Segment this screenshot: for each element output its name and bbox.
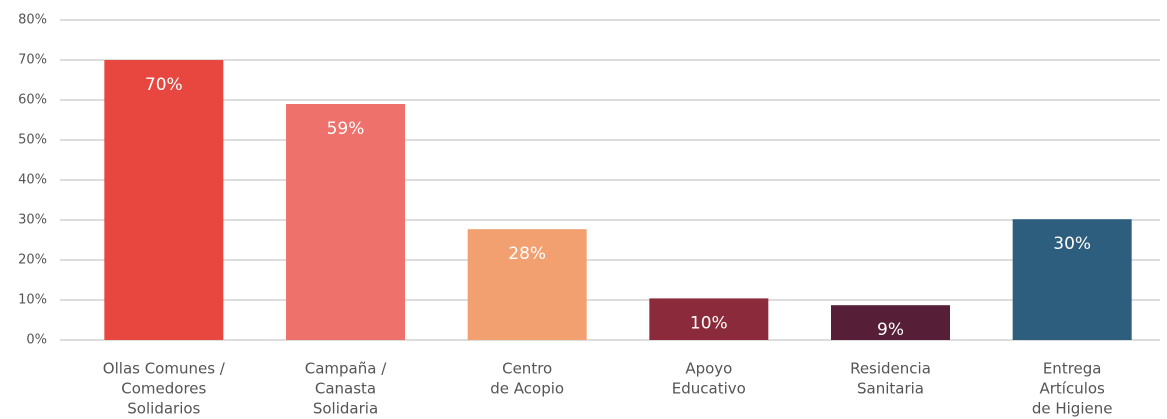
- value-label: 10%: [690, 313, 728, 333]
- value-label: 59%: [327, 119, 365, 139]
- value-label: 9%: [877, 320, 904, 340]
- bar: [649, 298, 769, 340]
- y-tick-label: 40%: [18, 173, 47, 188]
- x-tick-label: Solidaria: [313, 400, 378, 418]
- x-tick-label: Canasta: [315, 380, 376, 398]
- x-tick-label: Apoyo: [685, 360, 732, 378]
- y-tick-label: 60%: [18, 93, 47, 108]
- x-tick-label: Educativo: [672, 380, 746, 398]
- x-tick-label: Entrega: [1043, 360, 1102, 378]
- x-tick-label: Centro: [502, 360, 552, 378]
- x-tick-label: Artículos: [1039, 380, 1105, 398]
- bar: [104, 60, 224, 340]
- x-tick-label: de Higiene: [1032, 400, 1113, 418]
- y-tick-label: 70%: [18, 53, 47, 68]
- bar: [467, 229, 587, 340]
- y-tick-label: 20%: [18, 253, 47, 268]
- x-tick-label: Comedores: [121, 380, 206, 398]
- y-tick-label: 30%: [18, 213, 47, 228]
- value-label: 70%: [145, 75, 183, 95]
- bar: [1012, 219, 1132, 340]
- x-tick-label: de Acopio: [490, 380, 564, 398]
- x-tick-label: Campaña /: [305, 360, 387, 378]
- x-tick-label: Solidarios: [127, 400, 200, 418]
- y-tick-label: 10%: [18, 293, 47, 308]
- value-label: 30%: [1053, 234, 1091, 254]
- y-tick-label: 50%: [18, 133, 47, 148]
- y-tick-label: 80%: [18, 13, 47, 28]
- x-tick-label: Sanitaria: [857, 380, 924, 398]
- bar: [831, 305, 950, 340]
- y-tick-label: 0%: [26, 333, 47, 348]
- bar: [286, 104, 405, 340]
- x-tick-label: Ollas Comunes /: [103, 360, 226, 378]
- value-label: 28%: [508, 244, 546, 264]
- x-tick-label: Residencia: [850, 360, 931, 378]
